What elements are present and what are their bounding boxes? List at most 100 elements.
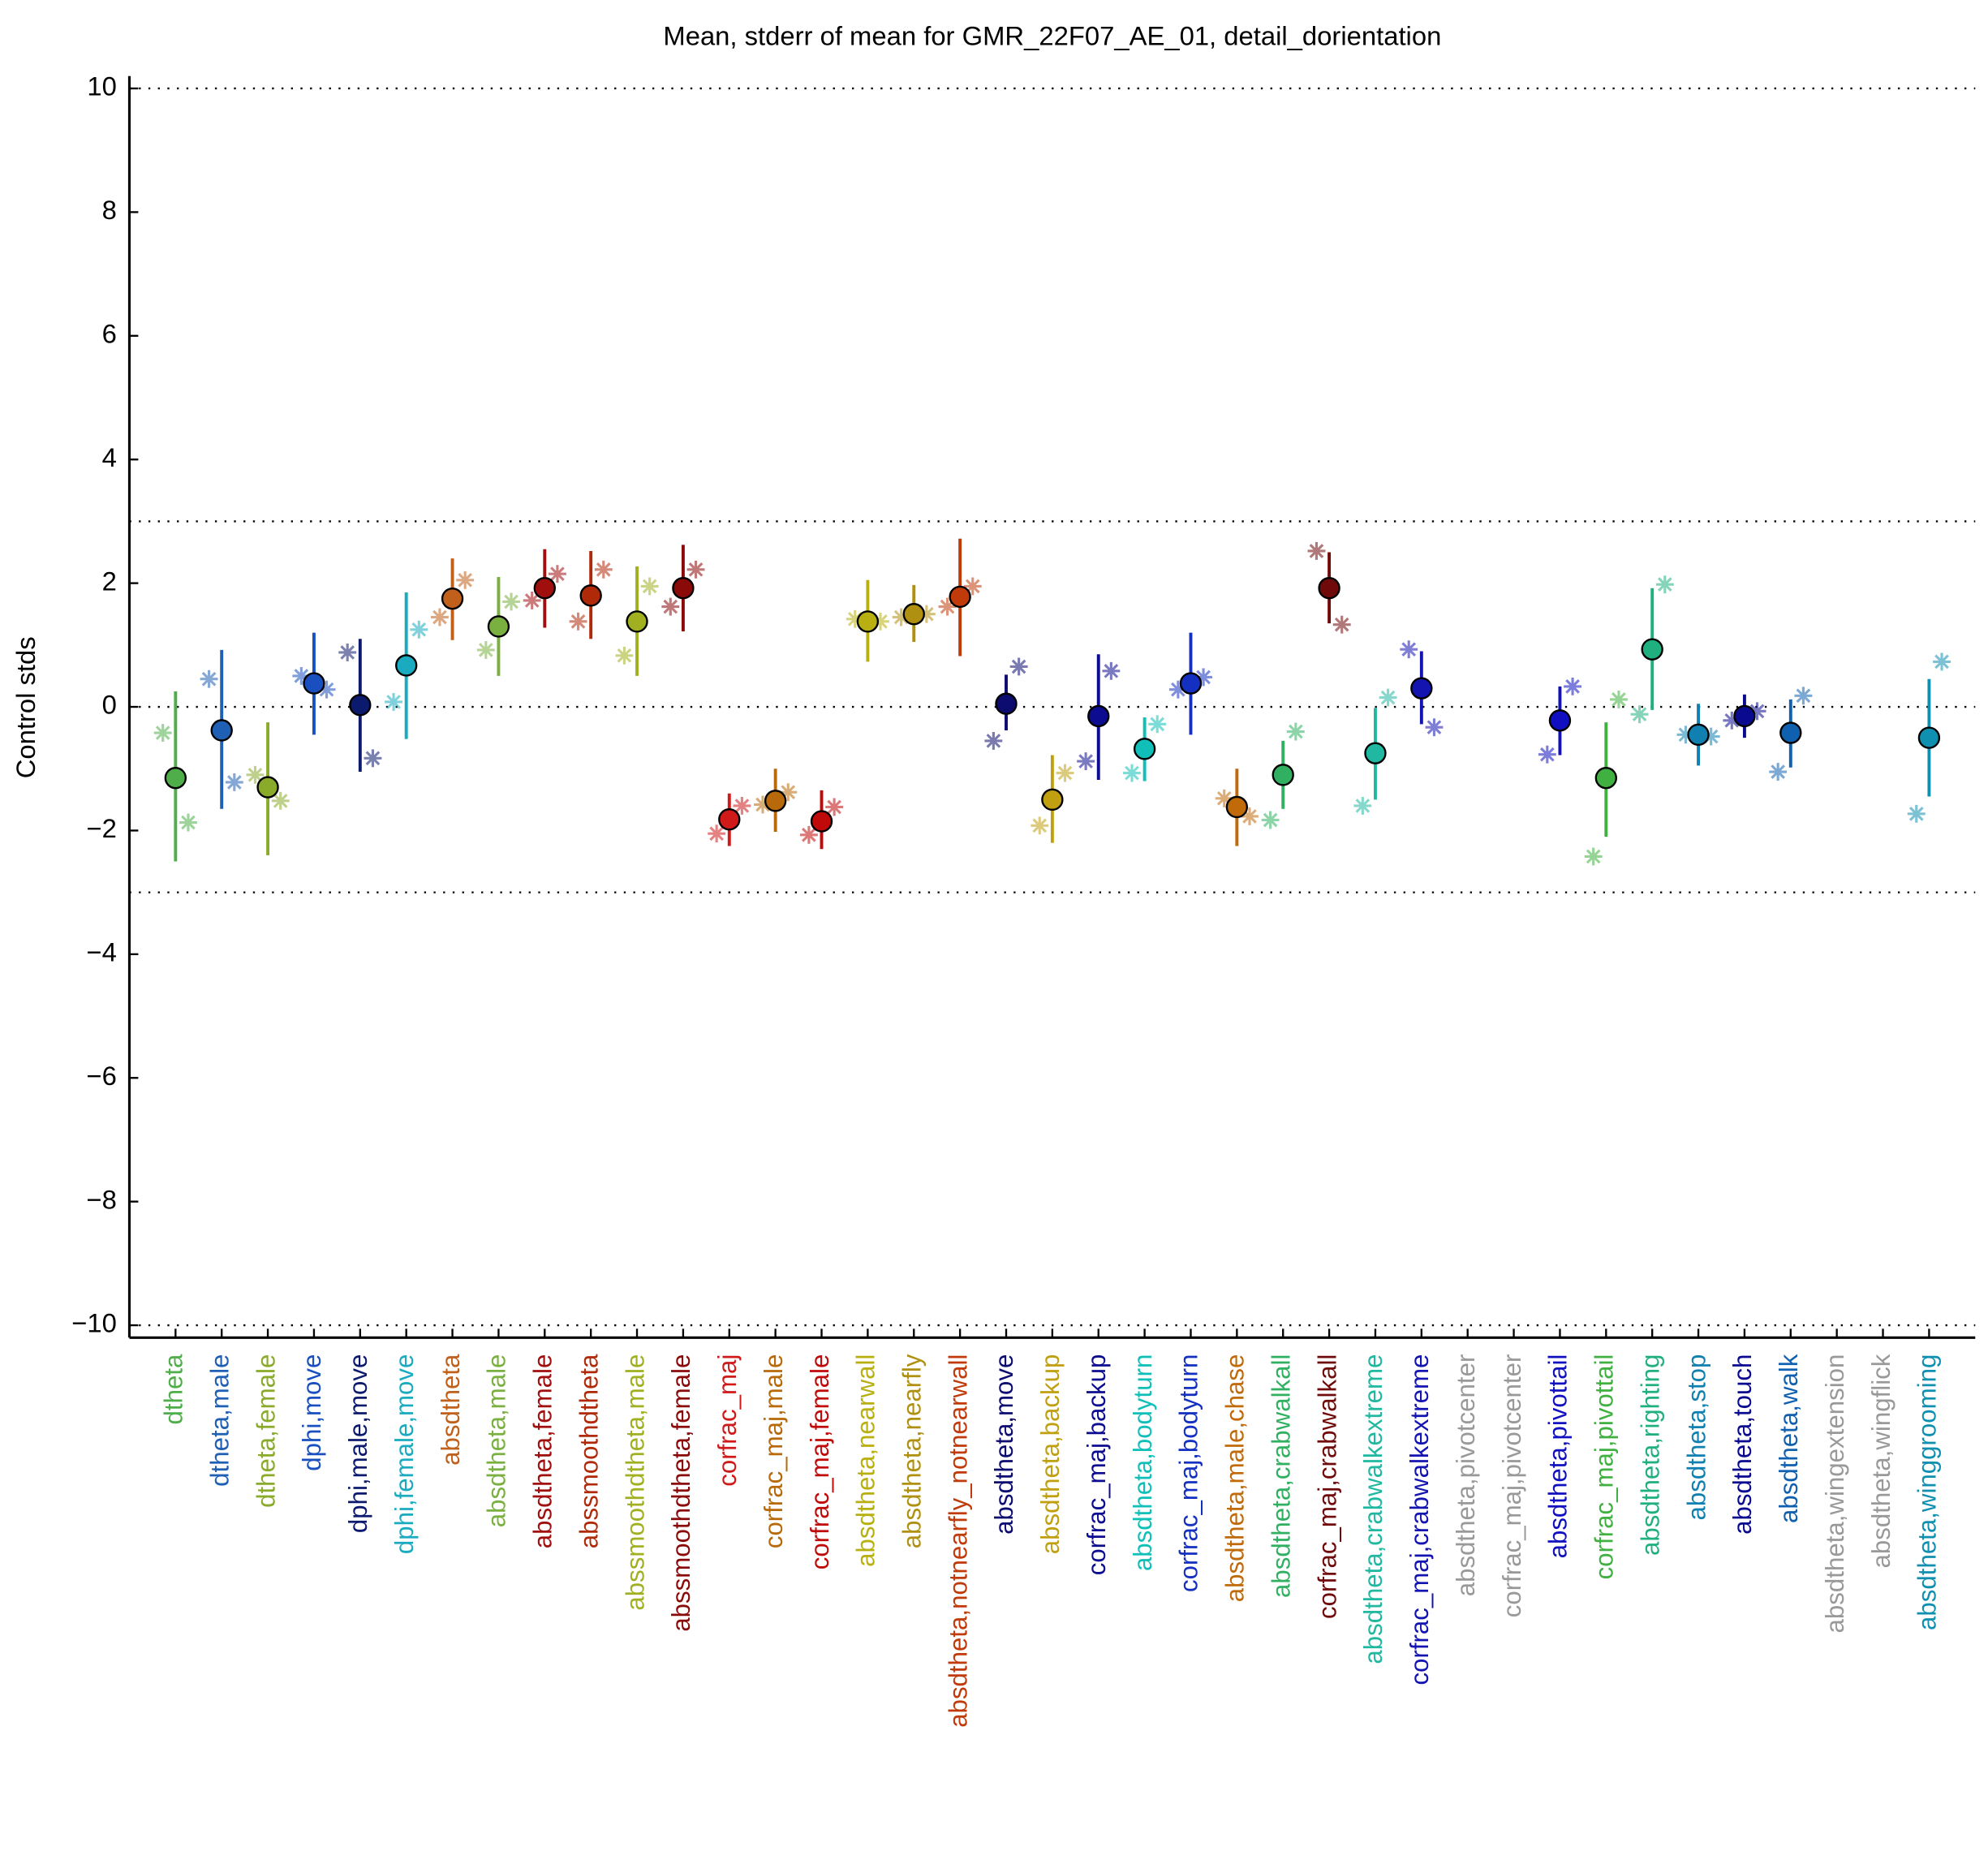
asterisk: [430, 608, 449, 626]
x-tick-label: corfrac_maj,male: [759, 1354, 788, 1549]
x-tick-label: absdtheta,nearwall: [852, 1354, 880, 1567]
asterisk: [1215, 789, 1233, 807]
x-tick-label: absdtheta,male,chase: [1221, 1354, 1250, 1603]
y-tick-label: −10: [71, 1308, 117, 1338]
mean-marker: [441, 587, 464, 610]
asterisk: [1307, 542, 1326, 560]
asterisk: [1702, 727, 1720, 746]
y-tick-label: 0: [102, 690, 117, 720]
asterisk: [1748, 702, 1766, 721]
asterisk: [338, 644, 357, 661]
x-tick-label: absdtheta,winggrooming: [1913, 1354, 1942, 1630]
mean-marker: [1687, 723, 1710, 746]
asterisk: [364, 749, 382, 768]
x-tick-label: dphi,female,move: [390, 1354, 419, 1555]
asterisk: [1610, 690, 1628, 708]
y-tick-label: −2: [86, 813, 116, 843]
asterisk: [1241, 807, 1259, 825]
mean-marker: [1641, 638, 1663, 661]
asterisk: [1286, 722, 1305, 741]
x-tick-label: dtheta,female: [252, 1354, 280, 1508]
y-tick-label: 2: [102, 566, 117, 596]
x-tick-label: dphi,male,move: [344, 1354, 372, 1534]
asterisk: [1168, 680, 1187, 699]
x-tick-label: absdtheta,female: [529, 1354, 557, 1549]
asterisk: [1102, 661, 1121, 680]
x-tick-label: absdtheta: [437, 1354, 465, 1466]
asterisk: [523, 592, 541, 609]
mean-marker: [1179, 672, 1203, 695]
x-tick-label: corfrac_maj,pivotcenter: [1498, 1354, 1526, 1618]
asterisk: [225, 773, 243, 791]
asterisk: [410, 620, 428, 639]
mean-marker: [579, 584, 602, 607]
asterisk: [1538, 745, 1556, 764]
mean-marker: [1548, 709, 1572, 732]
x-tick-label: absdtheta,backup: [1036, 1354, 1065, 1555]
x-tick-label: absdtheta,crabwalkextreme: [1359, 1354, 1388, 1664]
asterisk: [799, 825, 818, 844]
asterisk: [1584, 847, 1603, 866]
x-tick-label: absdtheta,pivotcenter: [1452, 1354, 1480, 1597]
x-tick-label: absdtheta,bodyturn: [1129, 1354, 1157, 1571]
x-tick-label: abssmoothdtheta,female: [667, 1354, 695, 1632]
y-tick-label: 6: [102, 318, 117, 348]
asterisk: [1261, 811, 1280, 829]
asterisk: [1077, 752, 1095, 771]
mean-marker: [1318, 577, 1340, 600]
x-tick-label: absdtheta,crabwalkall: [1267, 1354, 1295, 1598]
asterisk: [1630, 705, 1649, 724]
asterisk: [1933, 652, 1951, 671]
x-tick-label: dphi,move: [298, 1354, 326, 1471]
y-tick-label: −4: [86, 937, 116, 967]
y-tick-label: 8: [102, 195, 117, 225]
asterisk: [1353, 797, 1372, 815]
asterisk: [754, 795, 772, 814]
asterisk: [594, 560, 613, 579]
asterisk: [1031, 816, 1049, 835]
asterisk: [179, 813, 197, 832]
mean-marker: [902, 603, 925, 626]
x-tick-label: absdtheta,notnearfly_notnearwall: [944, 1354, 972, 1728]
x-tick-label: corfrac_maj,pivottail: [1590, 1354, 1619, 1580]
asterisk: [615, 646, 634, 665]
y-axis-label: Control stds: [11, 636, 41, 778]
x-tick-label: absdtheta,move: [990, 1354, 1018, 1535]
mean-marker: [1225, 795, 1249, 819]
x-tick-label: abssmoothdtheta,male: [621, 1354, 649, 1611]
mean-marker: [1133, 738, 1156, 760]
asterisk: [1564, 677, 1582, 695]
asterisk: [153, 724, 172, 742]
asterisk: [686, 560, 705, 579]
asterisk: [984, 731, 1003, 750]
x-tick-label: corfrac_maj: [713, 1354, 742, 1487]
mean-marker: [1364, 742, 1387, 764]
asterisk: [1056, 764, 1074, 782]
asterisk: [1009, 657, 1028, 676]
asterisk: [1194, 668, 1213, 687]
mean-marker: [764, 790, 787, 812]
asterisk: [1655, 575, 1674, 594]
asterisk: [502, 592, 520, 611]
asterisk: [779, 783, 798, 802]
asterisk: [476, 640, 495, 659]
asterisk: [917, 605, 936, 623]
asterisk: [661, 597, 680, 616]
mean-marker: [626, 610, 648, 633]
chart-title: Mean, stderr of mean for GMR_22F07_AE_01…: [663, 21, 1441, 51]
x-tick-label: absdtheta,nearfly: [898, 1354, 927, 1548]
x-tick-label: absdtheta,wingextension: [1821, 1354, 1849, 1634]
asterisk: [1379, 688, 1397, 707]
asterisk: [456, 570, 475, 589]
x-tick-label: abssmoothdtheta: [574, 1354, 603, 1548]
asterisk: [317, 680, 336, 699]
mean-marker: [1733, 704, 1756, 728]
mean-marker: [1594, 766, 1617, 790]
x-tick-label: corfrac_maj,backup: [1082, 1354, 1111, 1576]
mean-marker: [349, 694, 372, 717]
asterisk: [938, 597, 957, 616]
mean-marker: [303, 672, 325, 695]
mean-marker: [1041, 788, 1064, 811]
x-tick-label: absdtheta,walk: [1775, 1354, 1803, 1523]
